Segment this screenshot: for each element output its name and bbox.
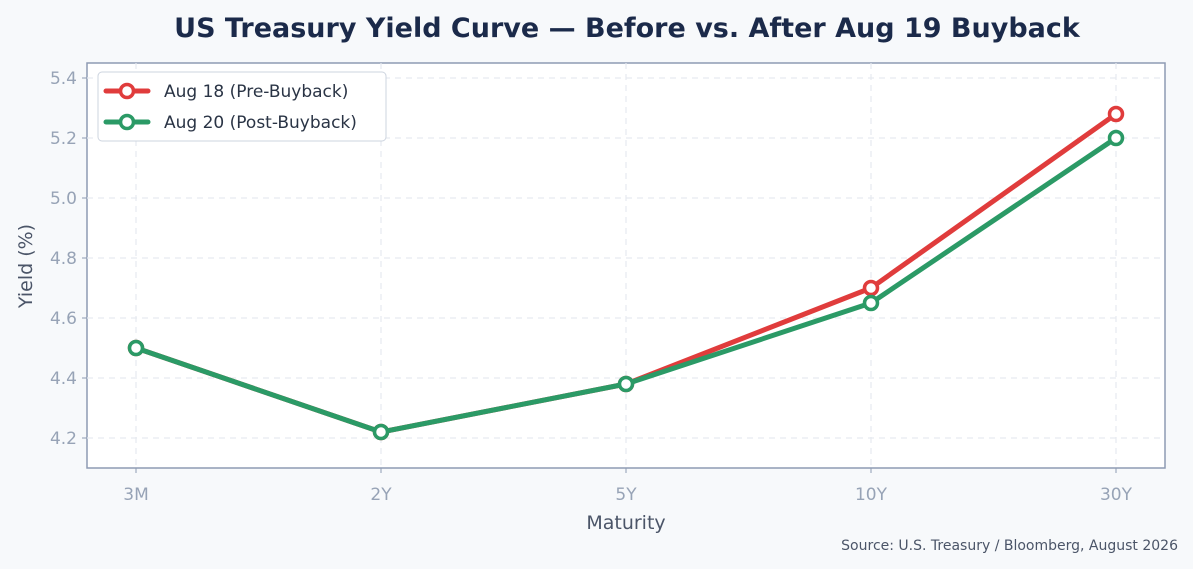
x-tick-label: 5Y — [615, 485, 637, 505]
y-axis-label: Yield (%) — [15, 224, 37, 309]
data-point — [862, 279, 880, 297]
series-2 — [127, 129, 1125, 441]
chart-title: US Treasury Yield Curve — Before vs. Aft… — [174, 13, 1081, 44]
legend-label: Aug 18 (Pre-Buyback) — [164, 82, 348, 102]
legend-item: Aug 18 (Pre-Buyback) — [103, 82, 348, 102]
legend: Aug 18 (Pre-Buyback) Aug 20 (Post-Buyback… — [97, 71, 387, 142]
x-tick-label: 10Y — [855, 485, 888, 505]
x-tick-label: 3M — [123, 485, 148, 505]
data-point — [372, 423, 390, 441]
x-axis-ticks: 3M 2Y 5Y 10Y 30Y — [123, 468, 1133, 505]
data-point — [617, 375, 635, 393]
legend-items: Aug 18 (Pre-Buyback) Aug 20 (Post-Buyback… — [103, 82, 357, 133]
legend-box — [97, 71, 387, 142]
y-tick-label: 4.4 — [50, 369, 77, 389]
legend-label: Aug 20 (Post-Buyback) — [164, 113, 357, 133]
y-axis-ticks: 4.2 4.4 4.6 4.8 5.0 5.2 5.4 — [50, 69, 87, 449]
y-tick-label: 4.2 — [50, 429, 77, 449]
series-layer — [127, 105, 1125, 441]
y-tick-label: 5.0 — [50, 189, 77, 209]
y-tick-label: 4.8 — [50, 249, 77, 269]
x-tick-label: 30Y — [1100, 485, 1133, 505]
x-tick-label: 2Y — [370, 485, 392, 505]
legend-marker — [118, 82, 136, 100]
data-point — [862, 294, 880, 312]
y-tick-label: 5.2 — [50, 129, 77, 149]
data-point — [127, 339, 145, 357]
x-axis-label: Maturity — [586, 512, 665, 534]
data-point — [1107, 129, 1125, 147]
legend-item: Aug 20 (Post-Buyback) — [103, 113, 357, 133]
y-tick-label: 5.4 — [50, 69, 77, 89]
legend-marker — [118, 113, 136, 131]
y-tick-label: 4.6 — [50, 309, 77, 329]
source-note: Source: U.S. Treasury / Bloomberg, Augus… — [841, 538, 1178, 554]
data-point — [1107, 105, 1125, 123]
